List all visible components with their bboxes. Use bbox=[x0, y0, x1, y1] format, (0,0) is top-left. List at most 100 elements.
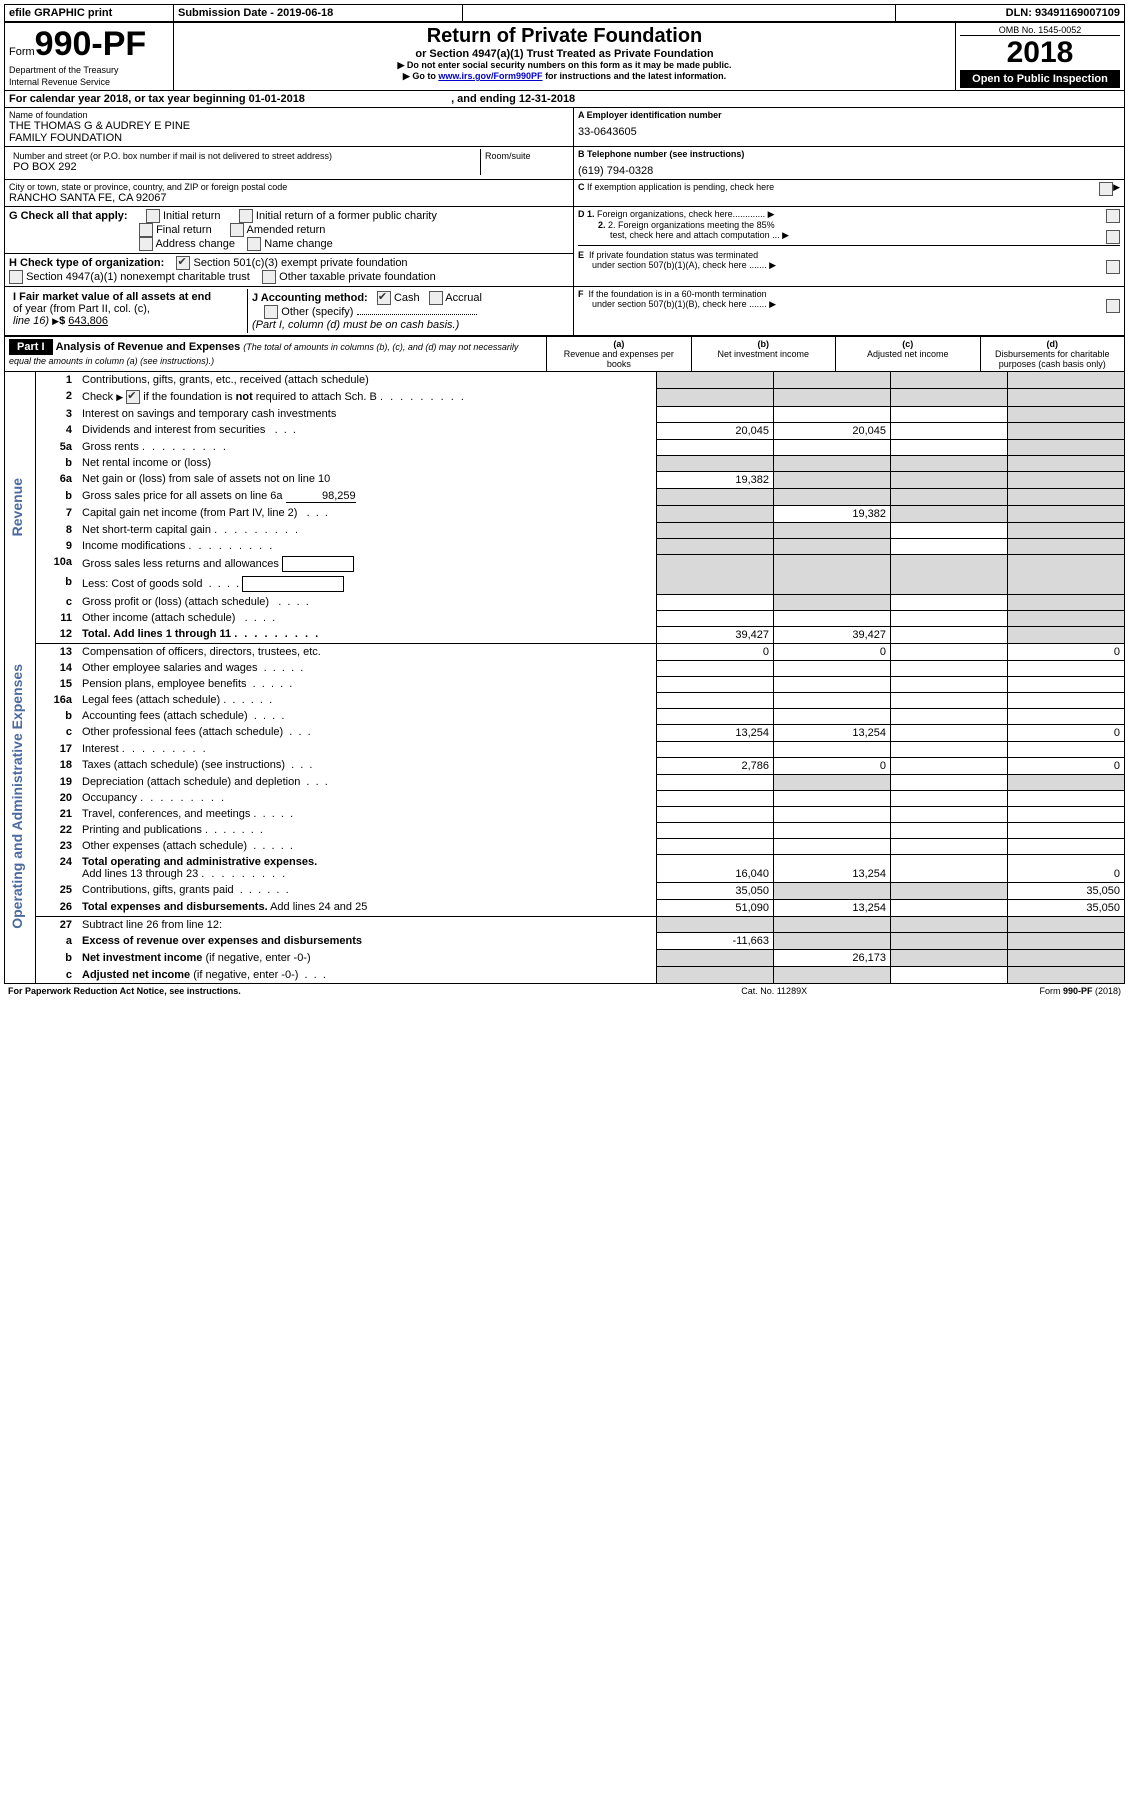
line16a-desc: Legal fees (attach schedule) . . . . . . bbox=[78, 692, 657, 708]
part1-label: Part I bbox=[9, 339, 53, 355]
instructions-link[interactable]: www.irs.gov/Form990PF bbox=[438, 71, 542, 81]
line24-b: 13,254 bbox=[774, 854, 891, 882]
goto-prefix: Go to bbox=[412, 71, 438, 81]
city-value: RANCHO SANTA FE, CA 92067 bbox=[9, 192, 569, 204]
line17-desc: Interest bbox=[78, 741, 657, 757]
line25-desc: Contributions, gifts, grants paid . . . … bbox=[78, 882, 657, 899]
line12-a: 39,427 bbox=[657, 626, 774, 643]
line1-desc: Contributions, gifts, grants, etc., rece… bbox=[78, 372, 657, 388]
4947-check[interactable] bbox=[9, 270, 23, 284]
line16c-b: 13,254 bbox=[774, 724, 891, 741]
cal-prefix: For calendar year 2018, or tax year begi… bbox=[9, 93, 249, 105]
col-d-desc: Disbursements for charitable purposes (c… bbox=[995, 349, 1110, 369]
line11-desc: Other income (attach schedule) . . . . bbox=[78, 610, 657, 626]
initial-pc-label: Initial return of a former public charit… bbox=[256, 210, 437, 222]
cash-check[interactable] bbox=[377, 291, 391, 305]
line26-b: 13,254 bbox=[774, 899, 891, 916]
phone-label: B Telephone number (see instructions) bbox=[578, 149, 1120, 159]
final-return-check[interactable] bbox=[139, 223, 153, 237]
initial-return-label: Initial return bbox=[163, 210, 220, 222]
addr-change-check[interactable] bbox=[139, 237, 153, 251]
line25-d: 35,050 bbox=[1008, 882, 1125, 899]
name-change-check[interactable] bbox=[247, 237, 261, 251]
line18-a: 2,786 bbox=[657, 757, 774, 774]
e-check[interactable] bbox=[1106, 260, 1120, 274]
form-title: Return of Private Foundation bbox=[178, 25, 951, 48]
g-label: G Check all that apply: bbox=[9, 210, 128, 222]
line26-d: 35,050 bbox=[1008, 899, 1125, 916]
address-label: Number and street (or P.O. box number if… bbox=[13, 151, 476, 161]
line16c-d: 0 bbox=[1008, 724, 1125, 741]
initial-pc-check[interactable] bbox=[239, 209, 253, 223]
line4-desc: Dividends and interest from securities .… bbox=[78, 422, 657, 439]
address-value: PO BOX 292 bbox=[13, 161, 476, 173]
addr-change-label: Address change bbox=[155, 238, 235, 250]
line10c-desc: Gross profit or (loss) (attach schedule)… bbox=[78, 594, 657, 610]
line4-b: 20,045 bbox=[774, 422, 891, 439]
i-label2: of year (from Part II, col. (c), bbox=[13, 303, 150, 315]
line13-a: 0 bbox=[657, 643, 774, 660]
line18-d: 0 bbox=[1008, 757, 1125, 774]
line4-a: 20,045 bbox=[657, 422, 774, 439]
col-c-label: (c) bbox=[902, 339, 913, 349]
other-method-check[interactable] bbox=[264, 305, 278, 319]
goto-suffix: for instructions and the latest informat… bbox=[543, 71, 727, 81]
paperwork-notice: For Paperwork Reduction Act Notice, see … bbox=[4, 984, 672, 998]
cat-no: Cat. No. 11289X bbox=[672, 984, 877, 998]
line18-desc: Taxes (attach schedule) (see instruction… bbox=[78, 757, 657, 774]
i-label1: I Fair market value of all assets at end bbox=[13, 291, 211, 303]
col-a-desc: Revenue and expenses per books bbox=[564, 349, 674, 369]
revenue-side-label: Revenue bbox=[9, 478, 25, 536]
line6b-value: 98,259 bbox=[286, 490, 356, 503]
other-tax-check[interactable] bbox=[262, 270, 276, 284]
dln: DLN: 93491169007109 bbox=[896, 5, 1125, 22]
e-label1: If private foundation status was termina… bbox=[589, 250, 758, 260]
foundation-name1: THE THOMAS G & AUDREY E PINE bbox=[9, 120, 569, 132]
amended-label: Amended return bbox=[247, 224, 326, 236]
line7-desc: Capital gain net income (from Part IV, l… bbox=[78, 505, 657, 522]
line27b-b: 26,173 bbox=[774, 950, 891, 967]
amended-check[interactable] bbox=[230, 223, 244, 237]
line16b-desc: Accounting fees (attach schedule) . . . … bbox=[78, 708, 657, 724]
d2-check[interactable] bbox=[1106, 230, 1120, 244]
line10b-desc: Less: Cost of goods sold . . . . bbox=[78, 574, 657, 594]
accrual-check[interactable] bbox=[429, 291, 443, 305]
initial-return-check[interactable] bbox=[146, 209, 160, 223]
line3-desc: Interest on savings and temporary cash i… bbox=[78, 406, 657, 422]
f-label1: If the foundation is in a 60-month termi… bbox=[589, 289, 767, 299]
501c3-check[interactable] bbox=[176, 256, 190, 270]
phone-value: (619) 794-0328 bbox=[578, 165, 1120, 177]
dept-line2: Internal Revenue Service bbox=[9, 77, 110, 87]
line6a-a: 19,382 bbox=[657, 471, 774, 488]
line6a-desc: Net gain or (loss) from sale of assets n… bbox=[78, 471, 657, 488]
ein-label: A Employer identification number bbox=[578, 110, 1120, 120]
exemption-pending-check[interactable] bbox=[1099, 182, 1113, 196]
efile-print[interactable]: efile GRAPHIC print bbox=[5, 5, 174, 22]
check-section: G Check all that apply: Initial return I… bbox=[4, 207, 1125, 336]
f-label2: under section 507(b)(1)(B), check here .… bbox=[578, 299, 767, 309]
line27a-a: -11,663 bbox=[657, 933, 774, 950]
line5a-desc: Gross rents bbox=[78, 439, 657, 455]
cash-label: Cash bbox=[394, 292, 420, 304]
d1-check[interactable] bbox=[1106, 209, 1120, 223]
line24-a: 16,040 bbox=[657, 854, 774, 882]
part1-body: Revenue 1Contributions, gifts, grants, e… bbox=[4, 372, 1125, 984]
page-footer: For Paperwork Reduction Act Notice, see … bbox=[4, 984, 1125, 998]
501c3-label: Section 501(c)(3) exempt private foundat… bbox=[194, 257, 408, 269]
name-label: Name of foundation bbox=[9, 110, 569, 120]
line14-desc: Other employee salaries and wages . . . … bbox=[78, 660, 657, 676]
line10a-desc: Gross sales less returns and allowances bbox=[78, 554, 657, 574]
d2-label1: 2. Foreign organizations meeting the 85% bbox=[608, 220, 775, 230]
dept-line1: Department of the Treasury bbox=[9, 65, 119, 75]
line26-desc: Total expenses and disbursements. Add li… bbox=[78, 899, 657, 916]
accrual-label: Accrual bbox=[445, 292, 482, 304]
line13-b: 0 bbox=[774, 643, 891, 660]
sch-b-check[interactable] bbox=[126, 390, 140, 404]
f-check[interactable] bbox=[1106, 299, 1120, 313]
ein-value: 33-0643605 bbox=[578, 126, 1120, 138]
line27c-desc: Adjusted net income (if negative, enter … bbox=[78, 967, 657, 984]
line23-desc: Other expenses (attach schedule) . . . .… bbox=[78, 838, 657, 854]
line15-desc: Pension plans, employee benefits . . . .… bbox=[78, 676, 657, 692]
h-label: H Check type of organization: bbox=[9, 257, 164, 269]
line8-desc: Net short-term capital gain bbox=[78, 522, 657, 538]
